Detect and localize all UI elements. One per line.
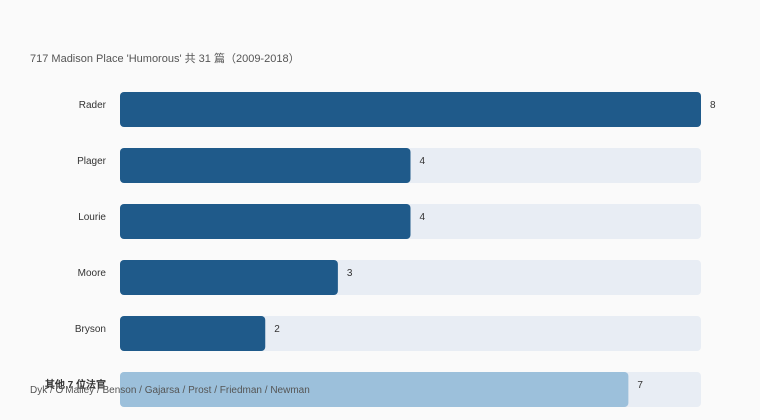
- chart-subtitle: 717 Madison Place 'Humorous' 共 31 篇（2009…: [30, 53, 300, 65]
- data-label: 2: [274, 324, 280, 335]
- category-label: 其他 7 位法官: [45, 378, 106, 391]
- data-label: 8: [710, 100, 716, 111]
- chart-footnote: Dyk / O'Malley / Benson / Gajarsa / Pros…: [30, 385, 310, 396]
- category-label: Plager: [77, 156, 107, 167]
- data-label: 3: [347, 268, 353, 279]
- data-label: 7: [637, 380, 643, 391]
- bar: [120, 204, 411, 239]
- bar: [120, 148, 411, 183]
- data-label: 4: [420, 156, 426, 167]
- data-label: 4: [420, 212, 426, 223]
- category-label: Rader: [79, 100, 107, 111]
- category-label: Lourie: [78, 212, 106, 223]
- category-label: Moore: [78, 268, 107, 279]
- bar: [120, 316, 266, 351]
- bar: [120, 372, 629, 407]
- category-label: Bryson: [75, 324, 106, 335]
- bar: [120, 92, 701, 127]
- bar: [120, 260, 338, 295]
